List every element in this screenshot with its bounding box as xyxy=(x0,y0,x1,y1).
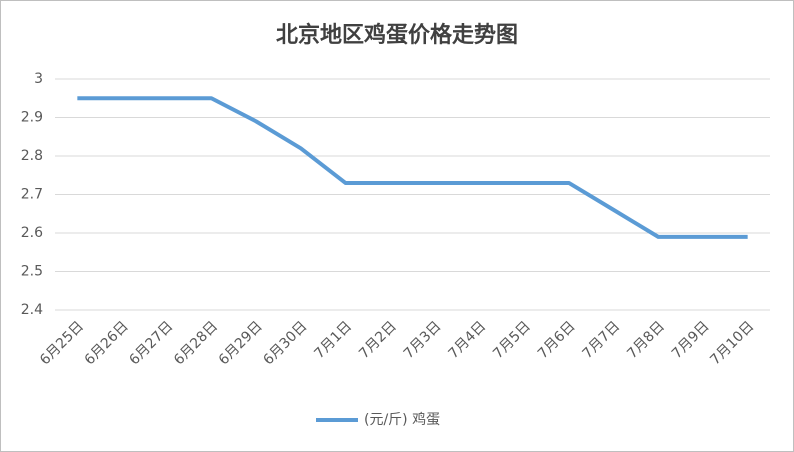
y-tick-label: 2.5 xyxy=(21,264,43,280)
y-tick-label: 2.7 xyxy=(21,187,43,203)
y-tick-label: 2.8 xyxy=(21,148,43,164)
y-tick-label: 2.4 xyxy=(21,302,43,318)
line xyxy=(77,96,748,239)
y-tick-label: 2.9 xyxy=(21,110,43,126)
y-tick-label: 3 xyxy=(34,71,43,87)
legend-label: (元/斤) 鸡蛋 xyxy=(364,411,440,428)
y-tick-label: 2.6 xyxy=(21,225,43,241)
chart-title: 北京地区鸡蛋价格走势图 xyxy=(276,22,518,48)
